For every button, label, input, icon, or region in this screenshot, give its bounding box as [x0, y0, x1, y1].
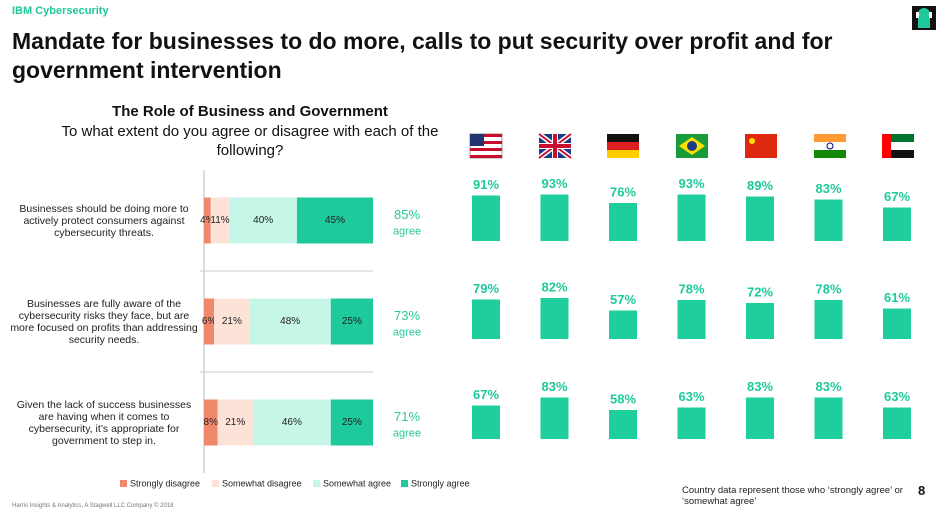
- value-label: 67%: [884, 189, 910, 204]
- bar: [677, 194, 706, 241]
- value-label: 79%: [473, 281, 499, 296]
- brand: IBM Cybersecurity: [12, 5, 109, 17]
- value-label: 89%: [747, 178, 773, 193]
- bar-segment: [214, 298, 250, 345]
- segment-label: 25%: [342, 316, 362, 327]
- footnote: Country data represent those who ‘strong…: [682, 485, 903, 507]
- value-label: 83%: [815, 379, 841, 394]
- logo: [912, 6, 936, 30]
- value-label: 93%: [678, 176, 704, 191]
- bar: [746, 303, 774, 339]
- legend-label: Somewhat disagree: [222, 478, 302, 488]
- bar: [609, 410, 637, 439]
- value-label: 57%: [610, 292, 636, 307]
- chart-subtitle: To what extent do you agree or disagree …: [61, 123, 439, 159]
- segment-label: 21%: [225, 417, 245, 428]
- bar-segment: [330, 399, 373, 446]
- bar: [814, 300, 843, 339]
- row-label: Businesses are fully aware of the cybers…: [10, 297, 198, 346]
- segment-label: 40%: [253, 215, 273, 226]
- page-number: 8: [918, 483, 926, 498]
- segment-label: 25%: [342, 417, 362, 428]
- legend-label: Somewhat agree: [323, 478, 391, 488]
- legend-swatch: [401, 480, 408, 487]
- value-label: 78%: [815, 281, 841, 296]
- value-label: 67%: [473, 387, 499, 402]
- bar: [677, 407, 706, 439]
- bar-segment: [249, 298, 331, 345]
- bar-segment: [253, 399, 331, 446]
- value-label: 72%: [747, 284, 773, 299]
- value-label: 83%: [541, 379, 567, 394]
- total-label: 71%: [394, 409, 420, 424]
- value-label: 63%: [678, 389, 704, 404]
- bar-segment: [229, 197, 297, 244]
- bar: [609, 203, 637, 241]
- row-label: Businesses should be doing more to activ…: [19, 202, 189, 239]
- value-label: 93%: [541, 176, 567, 191]
- bar-segment: [296, 197, 373, 244]
- value-label: 58%: [610, 391, 636, 406]
- value-label: 83%: [815, 181, 841, 196]
- segment-label: 48%: [280, 316, 300, 327]
- segment-label: 4%: [200, 215, 215, 226]
- chart-title: The Role of Business and Government: [112, 103, 388, 120]
- bar: [746, 397, 774, 439]
- value-label: 82%: [541, 279, 567, 294]
- total-unit: agree: [393, 427, 421, 439]
- bar-segment: [210, 197, 230, 244]
- segment-label: 6%: [202, 316, 217, 327]
- source: Harris Insights & Analytics, A Stagwell …: [12, 503, 174, 509]
- value-label: 76%: [610, 184, 636, 199]
- total-label: 85%: [394, 207, 420, 222]
- bar: [883, 308, 911, 339]
- value-label: 78%: [678, 281, 704, 296]
- slide-title: Mandate for businesses to do more, calls…: [12, 28, 833, 83]
- legend-swatch: [212, 480, 219, 487]
- bar: [472, 405, 500, 439]
- bar: [472, 195, 500, 241]
- bar: [609, 310, 637, 339]
- value-label: 61%: [884, 290, 910, 305]
- row-label: Given the lack of success businesses are…: [16, 398, 192, 447]
- bar: [746, 196, 774, 241]
- total-unit: agree: [393, 225, 421, 237]
- bar: [540, 194, 569, 241]
- bar: [540, 397, 569, 439]
- legend-swatch: [313, 480, 320, 487]
- segment-label: 21%: [222, 316, 242, 327]
- bar: [814, 397, 843, 439]
- bar: [814, 199, 843, 241]
- bar-segment: [204, 197, 211, 244]
- segment-label: 46%: [282, 417, 302, 428]
- bar: [883, 207, 911, 241]
- legend-label: Strongly agree: [411, 478, 470, 488]
- segment-label: 11%: [210, 215, 229, 226]
- segment-label: 8%: [204, 417, 219, 428]
- legend-swatch: [120, 480, 127, 487]
- value-label: 83%: [747, 379, 773, 394]
- total-label: 73%: [394, 308, 420, 323]
- value-label: 91%: [473, 177, 499, 192]
- bar-segment: [330, 298, 373, 345]
- total-unit: agree: [393, 326, 421, 338]
- legend-label: Strongly disagree: [130, 478, 200, 488]
- bar-segment: [204, 298, 215, 345]
- bar: [472, 299, 500, 339]
- value-label: 63%: [884, 389, 910, 404]
- bar-segment: [204, 399, 218, 446]
- bar-segment: [217, 399, 254, 446]
- flags: [469, 132, 914, 160]
- segment-label: 45%: [325, 215, 345, 226]
- bar: [677, 300, 706, 339]
- bar: [883, 407, 911, 439]
- bar: [540, 298, 569, 339]
